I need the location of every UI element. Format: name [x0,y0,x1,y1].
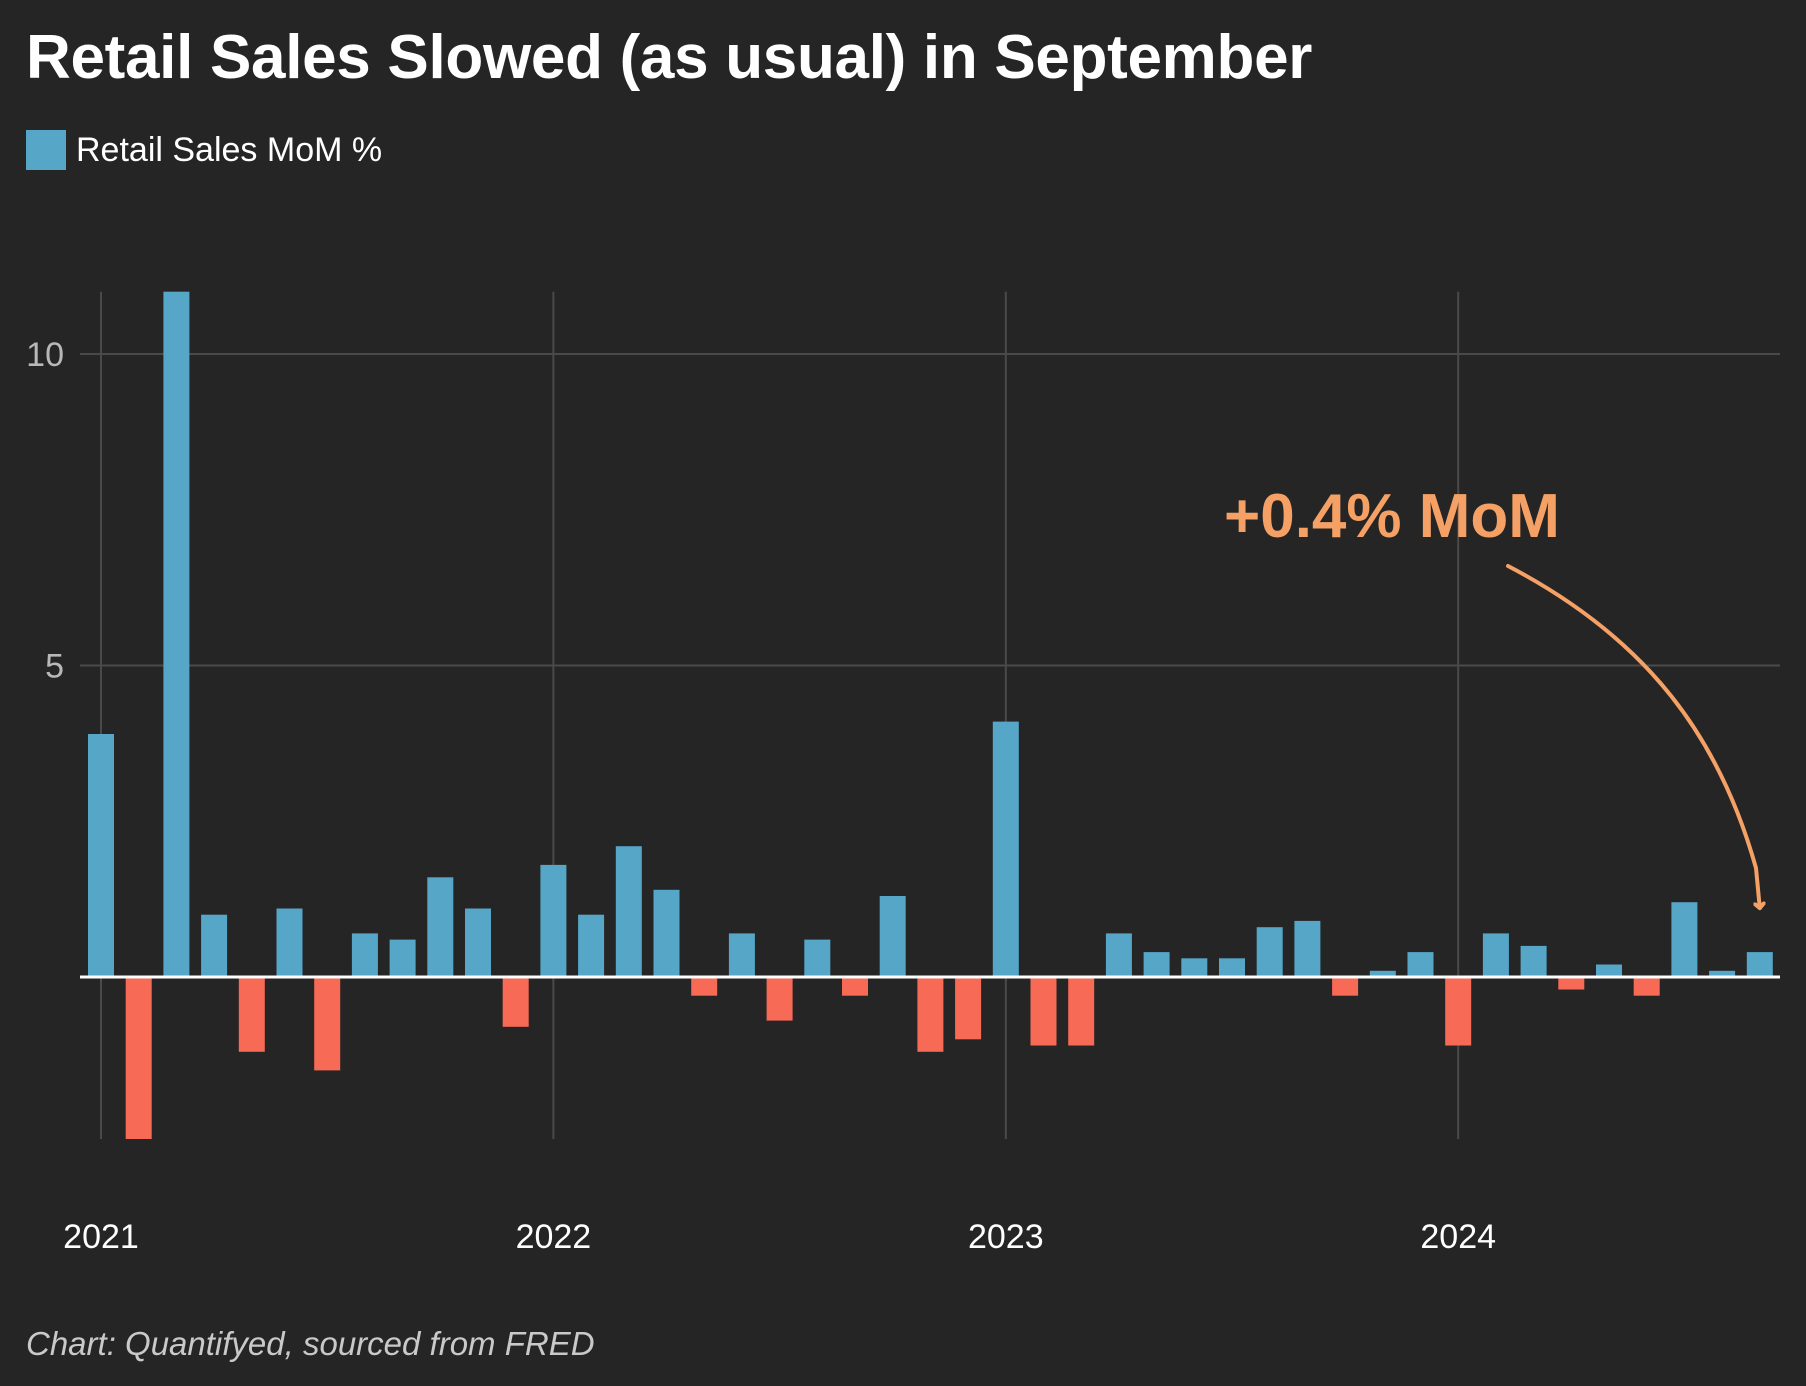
axes: 5 10 2021 2022 2023 2024 [26,336,1780,1256]
bar-2024-05 [1596,964,1622,977]
bar-2023-09 [1294,920,1321,977]
bar-2021-03 [163,291,190,977]
bar-2021-10 [427,877,454,977]
bar-2021-04 [201,914,228,977]
bar-2024-01 [1445,977,1472,1046]
bar-2022-09 [842,977,868,996]
bar-2021-12 [502,977,529,1027]
bar-2023-08 [1256,927,1283,977]
bar-2022-11 [917,977,944,1052]
bar-2023-07 [1219,958,1245,977]
annotation-label: +0.4% MoM [1224,482,1560,551]
bar-2021-11 [465,908,491,977]
bar-2024-04 [1558,977,1585,990]
bar-2022-12 [955,977,982,1040]
bar-2022-05 [691,977,718,996]
annotation-arrow [1506,564,1760,911]
bar-2022-07 [766,977,793,1021]
bar-2022-06 [728,933,755,977]
bar-2022-04 [653,889,680,977]
legend-label: Retail Sales MoM % [76,130,383,169]
bars [88,291,1773,1139]
bar-2023-11 [1369,970,1396,977]
bar-2021-02 [125,977,152,1139]
bar-2021-05 [238,977,265,1052]
bar-2024-09 [1746,952,1773,977]
bar-2023-12 [1407,952,1434,977]
bar-2023-10 [1332,977,1359,996]
bar-2022-01 [540,864,567,977]
bar-2024-06 [1633,977,1660,996]
y-tick-label-10: 10 [26,336,64,374]
bar-2023-04 [1105,933,1132,977]
bar-2021-08 [351,933,378,977]
bar-2022-02 [578,914,605,977]
bar-2023-03 [1068,977,1095,1046]
bar-2024-02 [1482,933,1509,977]
bar-2022-03 [615,846,642,977]
bar-2021-06 [276,908,303,977]
bar-2024-07 [1671,902,1698,977]
bar-2022-10 [879,896,906,977]
bar-2021-09 [389,939,416,977]
bar-2022-08 [804,939,831,977]
y-tick-label-5: 5 [45,648,64,686]
annotation: +0.4% MoM [1224,482,1760,911]
bar-2023-06 [1181,958,1208,977]
x-tick-label-2024: 2024 [1420,1218,1496,1256]
legend: Retail Sales MoM % [26,130,382,170]
x-tick-label-2021: 2021 [63,1218,139,1256]
bar-2023-01 [992,721,1019,977]
chart-title: Retail Sales Slowed (as usual) in Septem… [26,23,1313,92]
bar-2024-03 [1520,945,1547,977]
source-note: Chart: Quantifyed, sourced from FRED [26,1325,595,1362]
bar-2023-02 [1030,977,1057,1046]
bar-2024-08 [1709,970,1736,977]
x-tick-label-2022: 2022 [516,1218,592,1256]
x-tick-label-2023: 2023 [968,1218,1044,1256]
bar-2021-07 [314,977,341,1071]
bar-2021-01 [88,734,114,977]
legend-swatch [26,130,66,170]
bar-2023-05 [1143,952,1170,977]
